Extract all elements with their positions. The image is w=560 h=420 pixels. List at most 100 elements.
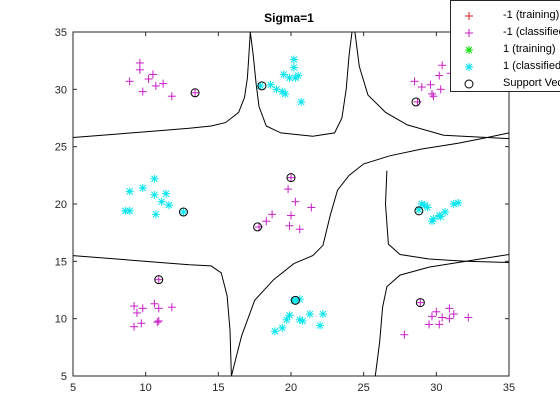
data-point-plus [154, 304, 163, 313]
legend-marker-plus-magenta [465, 29, 473, 37]
legend-label: -1 (training) [503, 9, 560, 21]
data-point-star [138, 183, 147, 192]
legend-label: -1 (classified) [503, 26, 560, 38]
data-point-plus [464, 313, 473, 322]
data-point-star [298, 316, 307, 325]
y-tick-label: 10 [55, 314, 67, 326]
data-point-plus [153, 318, 162, 327]
data-point-star [150, 174, 159, 183]
data-point-star [281, 89, 290, 98]
x-tick-label: 30 [430, 382, 442, 394]
decision-boundary-curve-4 [249, 31, 353, 137]
data-point-plus [427, 312, 436, 321]
data-point-star [282, 315, 291, 324]
y-tick-label: 25 [55, 142, 67, 154]
data-point-star [164, 201, 173, 210]
data-point-plus [438, 313, 447, 322]
data-point-star [289, 55, 298, 64]
y-tick-label: 20 [55, 199, 67, 211]
x-tick-label: 10 [140, 382, 152, 394]
data-point-plus [445, 304, 454, 313]
data-point-star [278, 323, 287, 332]
data-point-star [150, 190, 159, 199]
data-point-circle [253, 222, 263, 232]
data-point-plus [148, 70, 157, 79]
data-point-plus [167, 92, 176, 101]
x-tick-label: 20 [285, 382, 297, 394]
data-point-plus [132, 308, 141, 317]
data-point-plus [429, 92, 438, 101]
data-point-plus [400, 330, 409, 339]
data-point-star [427, 217, 436, 226]
decision-boundary-curve-6 [384, 170, 510, 263]
data-point-circle [154, 275, 164, 285]
legend-label: 1 (classified) [503, 60, 560, 72]
data-point-plus [432, 307, 441, 316]
data-point-circle [257, 81, 267, 91]
decision-boundary-curve-1 [72, 255, 232, 377]
data-point-circle [415, 298, 425, 308]
legend-marker-plus-red [465, 12, 473, 20]
decision-boundary-curve-5 [354, 31, 510, 140]
data-points-layer [121, 55, 473, 339]
data-point-plus [138, 87, 147, 96]
decision-boundary-curve-0 [72, 31, 251, 138]
y-tick-label: 30 [55, 84, 67, 96]
data-point-plus [436, 85, 445, 94]
y-tick-label: 15 [55, 256, 67, 268]
y-tick-label: 35 [55, 27, 67, 39]
data-point-plus [416, 298, 425, 307]
data-point-circle [290, 295, 300, 305]
data-point-plus [150, 299, 159, 308]
legend-label: 1 (training) [503, 43, 556, 55]
data-point-star [266, 80, 275, 89]
data-point-star [291, 296, 300, 305]
data-point-star [179, 208, 188, 217]
data-point-plus [191, 88, 200, 97]
plot-area [72, 31, 510, 377]
data-point-plus [159, 79, 168, 88]
data-point-plus [435, 71, 444, 80]
data-point-plus [287, 211, 295, 220]
legend-marker-star-green [465, 46, 473, 54]
data-point-plus [268, 210, 277, 219]
data-point-plus [154, 275, 163, 284]
data-point-plus [135, 58, 144, 67]
data-point-plus [167, 303, 176, 312]
legend-marker-circle [464, 79, 474, 89]
data-point-plus [287, 173, 295, 182]
decision-boundary-curve-2 [230, 132, 510, 377]
data-point-plus [137, 319, 146, 328]
data-point-star [162, 189, 171, 198]
legend-item-support-vectors: Support Vectors [451, 75, 560, 91]
data-point-star [454, 198, 463, 207]
data-point-plus [284, 185, 293, 194]
data-point-star [318, 310, 327, 319]
legend-item-neg-classified: -1 (classified) [451, 24, 560, 42]
y-tick-label: 5 [61, 371, 67, 383]
data-point-plus [425, 320, 434, 329]
x-tick-label: 15 [212, 382, 224, 394]
data-point-plus [426, 80, 435, 89]
data-point-plus [135, 65, 144, 74]
data-point-plus [291, 197, 300, 206]
data-point-star [285, 311, 294, 320]
data-point-star [279, 70, 288, 79]
data-point-star [151, 210, 160, 219]
data-point-plus [435, 320, 444, 329]
data-point-star [423, 203, 432, 212]
data-point-star [125, 206, 134, 215]
chart-title: Sigma=1 [264, 11, 314, 25]
data-point-star [297, 97, 306, 106]
data-point-plus [144, 75, 153, 84]
data-point-star [157, 197, 166, 206]
x-tick-label: 25 [358, 382, 370, 394]
data-point-star [272, 85, 281, 94]
x-tick-label: 5 [70, 382, 76, 394]
decision-boundary-layer [72, 31, 510, 377]
data-point-circle [178, 207, 188, 217]
data-point-plus [130, 302, 139, 311]
data-point-circle [411, 97, 421, 107]
